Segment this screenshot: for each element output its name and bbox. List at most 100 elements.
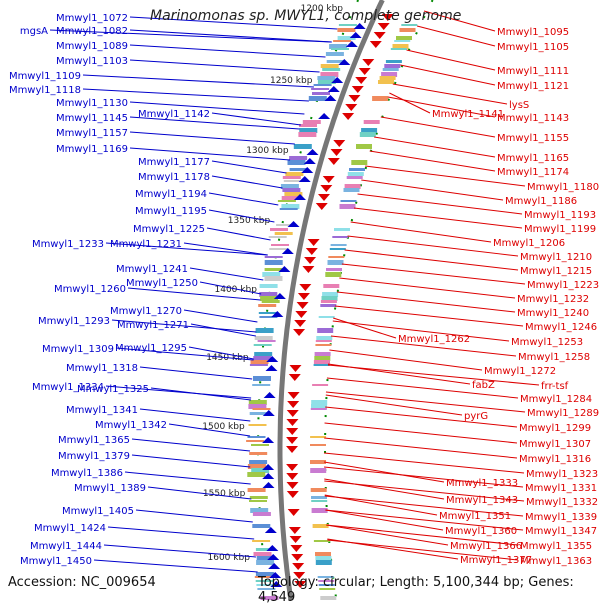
gene-label[interactable]: Mmwyl1_1365 <box>58 435 130 446</box>
gene-label[interactable]: Mmwyl1_1253 <box>511 337 583 348</box>
feature-block <box>259 292 278 297</box>
gene-label[interactable]: Mmwyl1_1360 <box>445 526 517 537</box>
gene-label[interactable]: Mmwyl1_1333 <box>446 478 518 489</box>
gene-label[interactable]: Mmwyl1_1223 <box>527 280 599 291</box>
gene-label[interactable]: Mmwyl1_1271 <box>117 320 189 331</box>
feature-block <box>320 596 337 600</box>
gene-label[interactable]: lysS <box>509 100 529 111</box>
gene-label[interactable]: Mmwyl1_1180 <box>527 182 599 193</box>
gene-label[interactable]: Mmwyl1_1169 <box>56 144 128 155</box>
gene-label[interactable]: Mmwyl1_1270 <box>110 306 182 317</box>
gene-label[interactable]: Mmwyl1_1272 <box>484 366 556 377</box>
gene-label[interactable]: Mmwyl1_1157 <box>56 128 128 139</box>
gene-label[interactable]: Mmwyl1_1386 <box>51 468 123 479</box>
gene-label[interactable]: Mmwyl1_1405 <box>62 506 134 517</box>
gene-label[interactable]: Mmwyl1_1095 <box>497 27 569 38</box>
gene-label[interactable]: Mmwyl1_1293 <box>38 316 110 327</box>
feature-block <box>281 196 300 200</box>
gene-label[interactable]: Mmwyl1_1331 <box>525 483 597 494</box>
feature-block <box>378 80 394 84</box>
gene-label[interactable]: Mmwyl1_1210 <box>520 252 592 263</box>
gene-label[interactable]: Mmwyl1_1082 <box>56 26 128 37</box>
gene-label[interactable]: Mmwyl1_1318 <box>66 363 138 374</box>
gene-label[interactable]: Mmwyl1_1351 <box>439 511 511 522</box>
gene-label[interactable]: Mmwyl1_1295 <box>115 343 187 354</box>
gene-label[interactable]: Mmwyl1_1118 <box>9 85 81 96</box>
gene-label[interactable]: Mmwyl1_1343 <box>446 495 518 506</box>
gene-label[interactable]: Mmwyl1_1111 <box>497 66 569 77</box>
gene-label[interactable]: frr-tsf <box>541 381 569 392</box>
gene-label[interactable]: Mmwyl1_1231 <box>110 239 182 250</box>
gene-label[interactable]: Mmwyl1_1260 <box>54 284 126 295</box>
gene-label[interactable]: Mmwyl1_1143 <box>497 113 569 124</box>
gene-label[interactable]: Mmwyl1_1130 <box>56 98 128 109</box>
gene-label[interactable]: pyrG <box>464 411 488 422</box>
feature-block <box>255 572 274 576</box>
gene-label[interactable]: Mmwyl1_1215 <box>520 266 592 277</box>
gene-label[interactable]: Mmwyl1_1089 <box>56 41 128 52</box>
gene-label[interactable]: Mmwyl1_1233 <box>32 239 104 250</box>
gene-arrow-right <box>302 266 315 273</box>
gene-label[interactable]: Mmwyl1_1258 <box>518 352 590 363</box>
gene-label[interactable]: Mmwyl1_1339 <box>525 512 597 523</box>
gene-label[interactable]: Mmwyl1_1155 <box>497 133 569 144</box>
leader-line <box>129 59 320 73</box>
gene-label[interactable]: Mmwyl1_1232 <box>517 294 589 305</box>
gene-label[interactable]: Mmwyl1_1195 <box>135 206 207 217</box>
gene-label[interactable]: Mmwyl1_1141 <box>432 109 504 120</box>
gene-label[interactable]: Mmwyl1_1250 <box>126 278 198 289</box>
gene-label[interactable]: Mmwyl1_1105 <box>497 42 569 53</box>
gene-label[interactable]: Mmwyl1_1334 <box>32 382 104 393</box>
gene-label[interactable]: Mmwyl1_1121 <box>497 81 569 92</box>
gene-label[interactable]: Mmwyl1_1366 <box>450 541 522 552</box>
gene-label[interactable]: Mmwyl1_1341 <box>66 405 138 416</box>
feature-block <box>351 160 368 165</box>
gene-label[interactable]: Mmwyl1_1450 <box>20 556 92 567</box>
gene-label[interactable]: Mmwyl1_1103 <box>56 56 128 67</box>
gene-label[interactable]: Mmwyl1_1193 <box>524 210 596 221</box>
gene-label[interactable]: Mmwyl1_1206 <box>493 238 565 249</box>
gene-label[interactable]: Mmwyl1_1332 <box>526 497 598 508</box>
gene-label[interactable]: Mmwyl1_1199 <box>524 224 596 235</box>
gene-label[interactable]: Mmwyl1_1240 <box>517 308 589 319</box>
gene-label[interactable]: Mmwyl1_1145 <box>56 113 128 124</box>
gene-label[interactable]: Mmwyl1_1325 <box>77 384 149 395</box>
gene-label[interactable]: Mmwyl1_1355 <box>520 541 592 552</box>
gene-label[interactable]: Mmwyl1_1342 <box>95 420 167 431</box>
gene-label[interactable]: Mmwyl1_1246 <box>525 322 597 333</box>
gene-label[interactable]: Mmwyl1_1241 <box>116 264 188 275</box>
topology-text: Topology: circular; Length: 5,100,344 bp… <box>258 575 574 605</box>
gene-label[interactable]: Mmwyl1_1174 <box>497 167 569 178</box>
gene-label[interactable]: Mmwyl1_1363 <box>520 556 592 567</box>
gene-label[interactable]: Mmwyl1_1323 <box>526 469 598 480</box>
gene-label[interactable]: Mmwyl1_1072 <box>56 13 128 24</box>
feature-block <box>312 92 330 95</box>
gene-label[interactable]: Mmwyl1_1309 <box>42 344 114 355</box>
gene-arrow-right <box>320 185 333 192</box>
gene-label[interactable]: Mmwyl1_1377 <box>460 555 532 566</box>
gene-label[interactable]: Mmwyl1_1284 <box>520 394 592 405</box>
gene-label[interactable]: Mmwyl1_1109 <box>9 71 81 82</box>
gene-label[interactable]: Mmwyl1_1389 <box>74 483 146 494</box>
gene-label[interactable]: Mmwyl1_1178 <box>138 172 210 183</box>
gene-label[interactable]: Mmwyl1_1289 <box>527 408 599 419</box>
gene-label[interactable]: Mmwyl1_1316 <box>519 454 591 465</box>
gene-label[interactable]: Mmwyl1_1299 <box>519 423 591 434</box>
feature-block <box>329 248 346 250</box>
gene-label[interactable]: Mmwyl1_1424 <box>34 523 106 534</box>
gene-label[interactable]: Mmwyl1_1262 <box>398 334 470 345</box>
ruler-label: 1350 kbp <box>228 216 271 226</box>
gene-label[interactable]: Mmwyl1_1225 <box>133 224 205 235</box>
gene-label[interactable]: mgsA <box>20 26 48 37</box>
gene-label[interactable]: Mmwyl1_1177 <box>138 157 210 168</box>
gene-label[interactable]: Mmwyl1_1186 <box>505 196 577 207</box>
gene-label[interactable]: Mmwyl1_1347 <box>525 526 597 537</box>
gene-arrow-right <box>355 77 368 84</box>
gene-label[interactable]: Mmwyl1_1444 <box>30 541 102 552</box>
gene-label[interactable]: Mmwyl1_1307 <box>519 439 591 450</box>
gene-label[interactable]: Mmwyl1_1194 <box>135 189 207 200</box>
gene-label[interactable]: fabZ <box>472 380 495 391</box>
gene-label[interactable]: Mmwyl1_1379 <box>58 451 130 462</box>
gene-label[interactable]: Mmwyl1_1165 <box>497 153 569 164</box>
gene-label[interactable]: Mmwyl1_1142 <box>138 109 210 120</box>
